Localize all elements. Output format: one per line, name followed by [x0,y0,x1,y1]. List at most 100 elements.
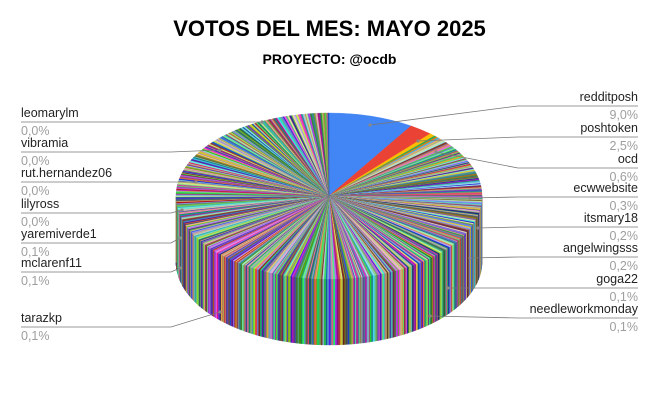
pie-side-minor-321 [246,265,249,333]
pie-side-minor-227 [374,274,377,342]
slice-value-yaremiverde1: 0,1% [21,245,50,259]
leader-line-redditposh [369,105,638,126]
slice-value-vibramia: 0,0% [21,154,50,168]
slice-label-redditposh: redditposh [580,90,638,104]
pie-side-minor-284 [294,276,296,344]
pie-side-minor-256 [334,278,337,346]
pie-side-minor-197 [410,265,412,333]
pie-side-minor-230 [369,275,372,343]
pie-side-minor-193 [415,263,418,331]
pie-side-layer [175,195,483,346]
pie-slice-minor-589 [327,112,330,197]
slice-label-rut.hernandez06: rut.hernandez06 [21,166,112,180]
pie-side-minor-241 [355,277,358,344]
pie-side-minor-283 [295,276,298,344]
pie-side-minor-251 [342,278,345,345]
pie-labels-layer: redditposh 9,0%poshtoken 2,5%ocd 0,6%ecwweb… [21,90,639,343]
leader-dot-rut.hernandez06 [194,180,198,184]
leader-line-needleworkmonday [429,315,638,319]
leader-dot-angelwingsss [468,256,472,260]
pie-side-minor-254 [337,278,341,346]
pie-side-minor-234 [364,276,367,343]
leader-dot-ecwwebsite [468,196,472,200]
pie-side-minor-315 [254,268,257,336]
pie-side-minor-224 [378,274,380,341]
leader-dot-ocd [434,150,438,154]
slice-value-rut.hernandez06: 0,0% [21,184,50,198]
pie-side-minor-192 [417,262,420,330]
pie-side-minor-325 [241,263,244,332]
leader-line-mclarenf11 [21,267,181,273]
leader-dot-tarazkp [218,310,222,314]
slice-label-angelwingsss: angelwingsss [563,241,638,255]
slice-value-tarazkp: 0,1% [21,329,50,343]
slice-label-poshtoken: poshtoken [580,121,638,135]
slice-value-mclarenf11: 0,1% [21,274,50,288]
pie-side-minor-302 [272,273,275,340]
pie-side-minor-188 [422,260,425,328]
pie-side-minor-246 [348,277,352,345]
slice-label-mclarenf11: mclarenf11 [21,256,82,270]
slice-value-leomarylm: 0,0% [21,124,50,138]
pie-side-minor-196 [411,264,414,333]
pie-slice-redditposh [328,112,412,197]
pie-side-minor-281 [298,277,301,344]
pie-side-minor-245 [350,277,354,345]
pie-side-minor-314 [256,268,259,336]
pie-side-minor-307 [266,271,269,339]
slice-label-ecwwebsite: ecwwebsite [573,181,638,195]
leader-line-vibramia [21,149,221,153]
leader-dot-mclarenf11 [178,266,182,270]
pie-side-minor-266 [318,278,322,346]
pie-side-minor-264 [321,278,325,346]
slice-label-vibramia: vibramia [21,136,68,150]
slice-label-needleworkmonday: needleworkmonday [530,302,639,316]
pie-top-layer [175,112,483,280]
slice-label-goga22: goga22 [596,272,638,286]
slice-label-tarazkp: tarazkp [21,311,62,325]
pie-side-minor-279 [301,277,305,345]
slice-label-lilyross: lilyross [21,197,59,211]
slice-value-lilyross: 0,0% [21,215,50,229]
pie-side-minor-260 [328,278,331,346]
pie-side-minor-278 [303,277,306,345]
pie-side-minor-191 [418,262,421,330]
slice-value-needleworkmonday: 0,1% [610,320,639,334]
slice-value-ocd: 0,6% [610,170,639,184]
slice-label-leomarylm: leomarylm [21,106,79,120]
pie-side-minor-280 [300,277,303,344]
pie-side-minor-326 [240,263,242,331]
pie-side-minor-319 [249,266,252,334]
leader-line-yaremiverde1 [21,237,181,244]
pie-side-minor-255 [336,278,339,346]
pie-side-minor-270 [313,278,316,345]
pie-side-minor-309 [263,270,266,338]
slice-value-ecwwebsite: 0,3% [610,199,639,213]
pie-side-minor-305 [269,272,272,340]
pie-side-minor-322 [245,265,247,333]
pie-side-minor-208 [398,269,401,337]
slice-value-redditposh: 9,0% [610,108,639,122]
pie-side-minor-294 [282,274,285,342]
pie-side-minor-212 [393,270,396,338]
pie-side-minor-274 [308,278,311,345]
leader-line-ocd [435,151,638,169]
pie-side-minor-228 [372,275,375,342]
leader-line-ecwwebsite [469,196,638,199]
slice-value-itsmary18: 0,2% [610,229,639,243]
pie-side-minor-206 [401,268,404,336]
pie-side-minor-202 [405,267,408,335]
chart-title: VOTOS DEL MES: MAYO 2025 [173,16,486,41]
leader-line-itsmary18 [477,226,638,229]
leader-line-lilyross [21,209,183,214]
leader-dot-vibramia [218,148,222,152]
pie-side-minor-213 [392,270,395,338]
pie-side-minor-217 [386,272,389,340]
pie-side-minor-247 [347,278,350,345]
leader-line-poshtoken [417,136,638,142]
slice-label-itsmary18: itsmary18 [584,211,638,225]
pie-side-minor-320 [248,266,251,334]
pie-side-minor-318 [251,267,254,335]
leader-dot-leomarylm [260,120,264,124]
pie-side-minor-214 [390,271,393,339]
